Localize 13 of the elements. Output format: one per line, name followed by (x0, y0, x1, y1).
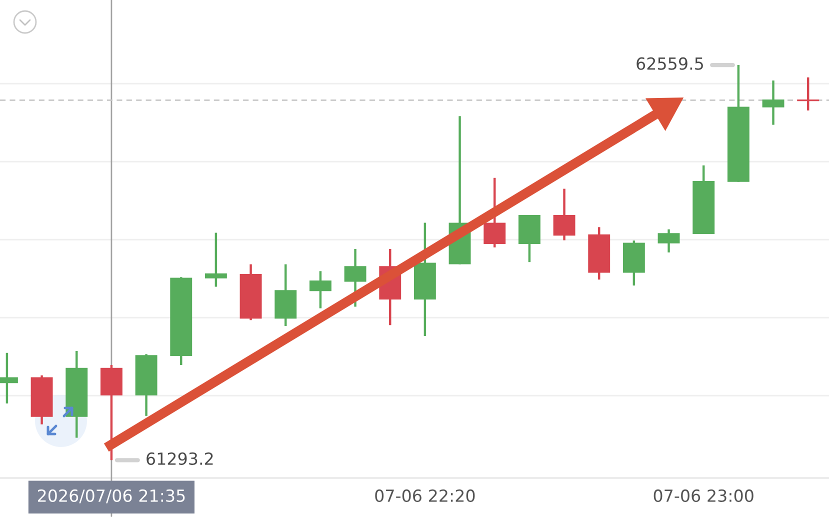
candlestick (204, 232, 227, 288)
x-tick-label: 07-06 23:00 (654, 489, 754, 502)
x-tick-label: 07-06 22:20 (375, 489, 475, 502)
ref-line-label: 2026/07/06 21:35 (38, 489, 185, 504)
candlestick (344, 248, 366, 308)
candlestick (797, 76, 820, 112)
annotation: 61293.2 (146, 452, 213, 465)
candlestick (484, 176, 506, 249)
candlestick (658, 228, 680, 254)
candlestick (553, 188, 576, 242)
candlestick (762, 79, 784, 126)
candlestick (309, 270, 332, 310)
annotation: 62559.5 (636, 57, 703, 70)
